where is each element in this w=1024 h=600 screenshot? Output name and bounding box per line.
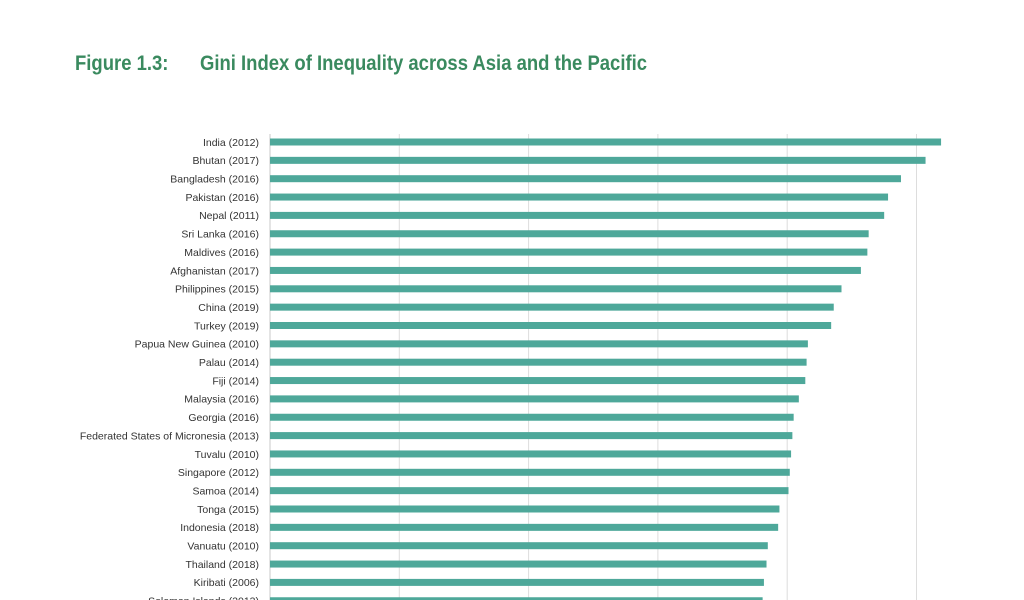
category-label: Kiribati (2006) xyxy=(194,577,259,589)
category-label: Afghanistan (2017) xyxy=(170,265,259,277)
bar xyxy=(270,432,793,440)
category-label: Philippines (2015) xyxy=(175,284,259,296)
bar xyxy=(270,413,794,421)
category-label: Bhutan (2017) xyxy=(192,155,259,167)
category-label: Georgia (2016) xyxy=(188,412,259,424)
category-label: China (2019) xyxy=(198,302,259,314)
category-label: Thailand (2018) xyxy=(185,559,259,571)
bar xyxy=(270,487,789,495)
bar xyxy=(270,193,889,201)
bar xyxy=(270,597,763,600)
category-label: Federated States of Micronesia (2013) xyxy=(80,430,259,442)
category-label: Fiji (2014) xyxy=(212,375,259,387)
bar xyxy=(270,560,767,568)
category-label: Tonga (2015) xyxy=(197,504,259,516)
category-label: Palau (2014) xyxy=(199,357,259,369)
category-label: Solomon Islands (2013) xyxy=(148,596,259,600)
category-labels: India (2012) Bhutan (2017) Bangladesh (201… xyxy=(80,137,259,600)
category-label: India (2012) xyxy=(203,137,259,149)
category-label: Maldives (2016) xyxy=(184,247,259,259)
bar xyxy=(270,175,901,183)
bar xyxy=(270,322,832,329)
category-label: Pakistan (2016) xyxy=(185,192,259,204)
category-label: Vanuatu (2010) xyxy=(187,541,259,553)
bar xyxy=(270,156,926,164)
bars xyxy=(270,138,942,600)
figure-caption: Gini Index of Inequality across Asia and… xyxy=(199,52,648,75)
category-label: Sri Lanka (2016) xyxy=(181,229,259,241)
bar xyxy=(270,285,842,293)
figure-number: Figure 1.3: xyxy=(75,52,169,75)
bar xyxy=(270,377,806,385)
category-label: Malaysia (2016) xyxy=(184,394,259,406)
category-label: Nepal (2011) xyxy=(199,210,259,222)
category-label: Indonesia (2018) xyxy=(180,522,259,534)
category-label: Tuvalu (2010) xyxy=(195,449,259,461)
bar xyxy=(270,211,885,219)
bar xyxy=(270,248,868,256)
category-label: Samoa (2014) xyxy=(192,485,259,497)
figure-title: Figure 1.3: Gini Index of Inequality acro… xyxy=(75,52,647,76)
bar xyxy=(270,450,792,458)
bar xyxy=(270,303,834,311)
bar xyxy=(270,578,764,586)
category-label: Turkey (2019) xyxy=(194,320,259,332)
bar xyxy=(270,358,807,366)
bar xyxy=(270,230,869,238)
bar xyxy=(270,523,779,531)
category-label: Bangladesh (2016) xyxy=(170,174,259,186)
bar xyxy=(270,395,799,403)
bar xyxy=(270,542,768,550)
bar xyxy=(270,138,942,146)
bar xyxy=(270,505,780,513)
category-label: Singapore (2012) xyxy=(178,467,259,479)
bar xyxy=(270,266,861,274)
bar xyxy=(270,340,808,348)
category-label: Papua New Guinea (2010) xyxy=(135,339,259,351)
grid-lines xyxy=(269,134,917,600)
bar xyxy=(270,468,790,476)
